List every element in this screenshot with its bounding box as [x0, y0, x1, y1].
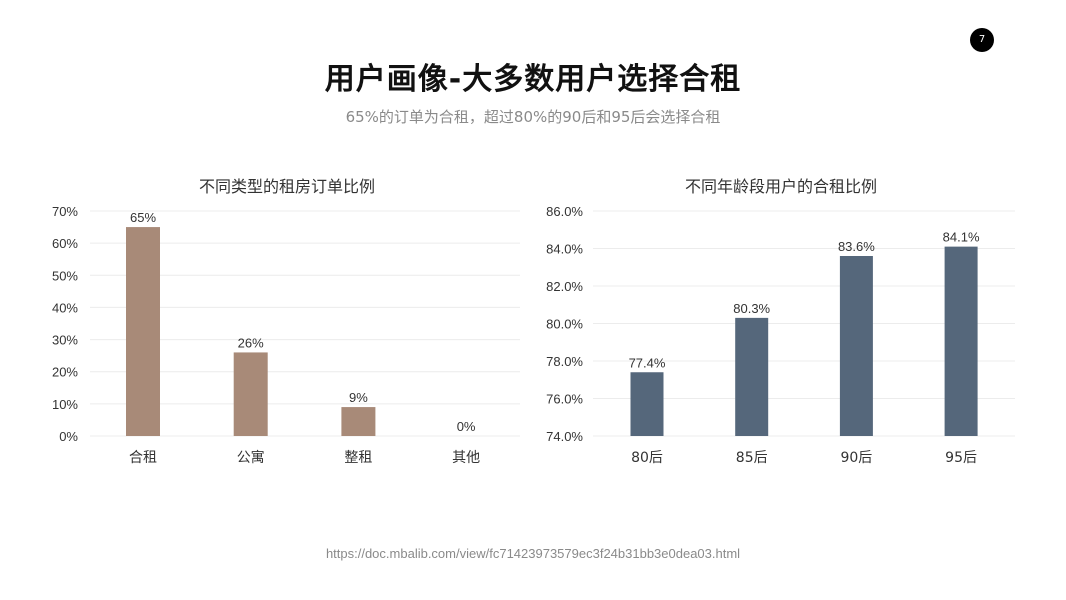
y-tick-label: 60% [52, 236, 78, 251]
bar [233, 352, 268, 436]
y-tick-label: 20% [52, 365, 78, 380]
x-tick-label: 整租 [344, 450, 372, 466]
data-label: 9% [349, 390, 368, 405]
rental-type-chart: 不同类型的租房订单比例 0% 10% 20% 30% 40% 50% 60% 70% 65% 合租 2… [0, 170, 533, 480]
y-tick-label: 50% [52, 268, 78, 283]
y-tick-label: 86.0% [546, 204, 583, 219]
data-label: 83.6% [838, 239, 875, 254]
rental-type-chart-svg: 不同类型的租房订单比例 0% 10% 20% 30% 40% 50% 60% 70% 65% 合租 2… [52, 177, 520, 466]
bar [944, 246, 978, 436]
data-label: 77.4% [629, 355, 666, 370]
x-tick-label: 95后 [945, 450, 977, 466]
y-tick-label: 10% [52, 397, 78, 412]
chart-title: 不同类型的租房订单比例 [199, 177, 375, 196]
data-label: 84.1% [943, 230, 980, 245]
bar [839, 256, 873, 436]
y-tick-label: 40% [52, 300, 78, 315]
data-label: 65% [130, 210, 156, 225]
data-label: 26% [238, 335, 264, 350]
y-tick-label: 0% [59, 429, 78, 444]
chart-title: 不同年龄段用户的合租比例 [685, 177, 877, 196]
age-group-chart: 不同年龄段用户的合租比例 74.0% 76.0% 78.0% 80.0% 82.0% 84.… [533, 170, 1066, 480]
y-tick-label: 82.0% [546, 279, 583, 294]
y-tick-label: 30% [52, 333, 78, 348]
bar [630, 372, 664, 436]
x-tick-label: 公寓 [237, 449, 265, 466]
y-tick-label: 84.0% [546, 242, 583, 257]
data-label: 0% [457, 419, 476, 434]
y-tick-label: 74.0% [546, 429, 583, 444]
source-url: https://doc.mbalib.com/view/fc7142397357… [325, 546, 741, 561]
page-number-badge: 7 [970, 28, 994, 52]
x-tick-label: 其他 [452, 450, 480, 466]
bar [341, 407, 376, 436]
y-tick-label: 70% [52, 204, 78, 219]
x-tick-label: 80后 [631, 450, 663, 466]
bar [735, 317, 769, 436]
y-tick-label: 80.0% [546, 317, 583, 332]
data-label: 80.3% [733, 301, 770, 316]
slide-title: 用户画像-大多数用户选择合租 [324, 62, 742, 97]
bar [126, 227, 160, 436]
y-tick-label: 78.0% [546, 354, 583, 369]
x-tick-label: 90后 [840, 450, 872, 466]
y-tick-label: 76.0% [546, 392, 583, 407]
slide-subtitle: 65%的订单为合租，超过80%的90后和95后会选择合租 [345, 108, 721, 126]
x-tick-label: 合租 [129, 450, 157, 466]
x-tick-label: 85后 [736, 450, 768, 466]
age-group-chart-svg: 不同年龄段用户的合租比例 74.0% 76.0% 78.0% 80.0% 82.0% 84.… [546, 177, 1015, 466]
